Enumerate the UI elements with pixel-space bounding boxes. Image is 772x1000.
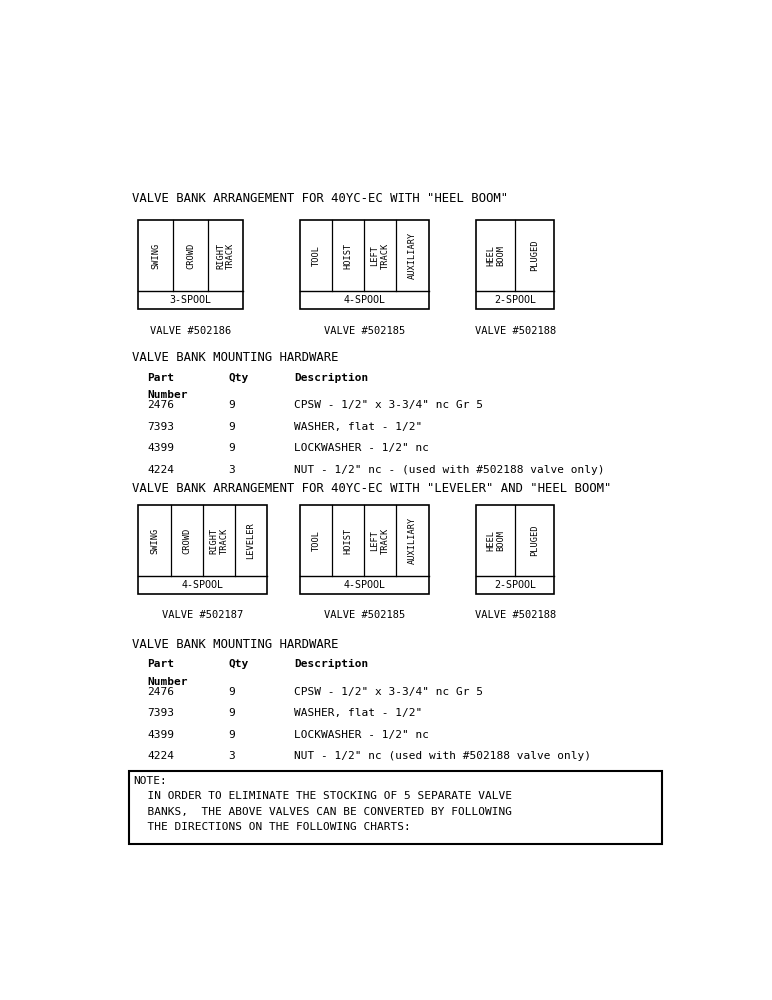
Text: Description: Description bbox=[294, 373, 368, 383]
Text: LOCKWASHER - 1/2" nc: LOCKWASHER - 1/2" nc bbox=[294, 443, 429, 453]
Text: IN ORDER TO ELIMINATE THE STOCKING OF 5 SEPARATE VALVE: IN ORDER TO ELIMINATE THE STOCKING OF 5 … bbox=[134, 791, 512, 801]
Text: THE DIRECTIONS ON THE FOLLOWING CHARTS:: THE DIRECTIONS ON THE FOLLOWING CHARTS: bbox=[134, 822, 411, 832]
Text: SWING: SWING bbox=[151, 242, 161, 269]
Text: TOOL: TOOL bbox=[311, 530, 320, 551]
Text: 9: 9 bbox=[229, 730, 235, 740]
Text: SWING: SWING bbox=[150, 527, 159, 554]
Text: TOOL: TOOL bbox=[311, 245, 320, 266]
Text: HEEL
BOOM: HEEL BOOM bbox=[486, 245, 506, 266]
Text: AUXILIARY: AUXILIARY bbox=[408, 232, 417, 279]
Text: BANKS,  THE ABOVE VALVES CAN BE CONVERTED BY FOLLOWING: BANKS, THE ABOVE VALVES CAN BE CONVERTED… bbox=[134, 807, 512, 817]
Text: VALVE BANK MOUNTING HARDWARE: VALVE BANK MOUNTING HARDWARE bbox=[133, 638, 339, 651]
Text: 4-SPOOL: 4-SPOOL bbox=[344, 580, 385, 590]
Bar bbox=[130, 771, 662, 844]
Text: AUXILIARY: AUXILIARY bbox=[408, 517, 417, 564]
Bar bbox=[476, 505, 554, 594]
Text: 2476: 2476 bbox=[147, 400, 174, 410]
Text: 3-SPOOL: 3-SPOOL bbox=[170, 295, 212, 305]
Text: Description: Description bbox=[294, 659, 368, 669]
Text: VALVE #502188: VALVE #502188 bbox=[475, 326, 556, 336]
Text: 9: 9 bbox=[229, 687, 235, 697]
Text: LEFT
TRACK: LEFT TRACK bbox=[371, 527, 390, 554]
Text: VALVE BANK MOUNTING HARDWARE: VALVE BANK MOUNTING HARDWARE bbox=[133, 351, 339, 364]
Text: CROWD: CROWD bbox=[186, 242, 195, 269]
Text: HEEL
BOOM: HEEL BOOM bbox=[486, 530, 506, 551]
Text: NUT - 1/2" nc - (used with #502188 valve only): NUT - 1/2" nc - (used with #502188 valve… bbox=[294, 465, 604, 475]
Bar bbox=[300, 220, 428, 309]
Text: NOTE:: NOTE: bbox=[134, 776, 168, 786]
Text: 7393: 7393 bbox=[147, 422, 174, 432]
Text: VALVE #502185: VALVE #502185 bbox=[323, 326, 405, 336]
Text: 4399: 4399 bbox=[147, 730, 174, 740]
Text: 4-SPOOL: 4-SPOOL bbox=[344, 295, 385, 305]
Text: 9: 9 bbox=[229, 400, 235, 410]
Text: CROWD: CROWD bbox=[182, 527, 191, 554]
Text: VALVE BANK ARRANGEMENT FOR 40YC-EC WITH "LEVELER" AND "HEEL BOOM": VALVE BANK ARRANGEMENT FOR 40YC-EC WITH … bbox=[133, 482, 611, 495]
Text: Part: Part bbox=[147, 659, 174, 669]
Text: 7393: 7393 bbox=[147, 708, 174, 718]
Text: NUT - 1/2" nc (used with #502188 valve only): NUT - 1/2" nc (used with #502188 valve o… bbox=[294, 751, 591, 761]
Text: Number: Number bbox=[147, 390, 188, 400]
Text: Qty: Qty bbox=[229, 373, 249, 383]
Text: WASHER, flat - 1/2": WASHER, flat - 1/2" bbox=[294, 708, 422, 718]
Bar bbox=[476, 220, 554, 309]
Text: 9: 9 bbox=[229, 708, 235, 718]
Text: HOIST: HOIST bbox=[344, 242, 353, 269]
Text: 9: 9 bbox=[229, 422, 235, 432]
Text: 2-SPOOL: 2-SPOOL bbox=[494, 295, 537, 305]
Text: VALVE #502188: VALVE #502188 bbox=[475, 610, 556, 620]
Bar bbox=[138, 220, 243, 309]
Text: PLUGED: PLUGED bbox=[530, 240, 540, 271]
Text: VALVE #502185: VALVE #502185 bbox=[323, 610, 405, 620]
Text: Qty: Qty bbox=[229, 659, 249, 669]
Bar bbox=[138, 505, 267, 594]
Text: 4399: 4399 bbox=[147, 443, 174, 453]
Text: HOIST: HOIST bbox=[344, 527, 353, 554]
Text: Number: Number bbox=[147, 677, 188, 687]
Text: WASHER, flat - 1/2": WASHER, flat - 1/2" bbox=[294, 422, 422, 432]
Text: LEFT
TRACK: LEFT TRACK bbox=[371, 242, 390, 269]
Text: LEVELER: LEVELER bbox=[246, 522, 256, 559]
Text: CPSW - 1/2" x 3-3/4" nc Gr 5: CPSW - 1/2" x 3-3/4" nc Gr 5 bbox=[294, 400, 483, 410]
Text: Part: Part bbox=[147, 373, 174, 383]
Text: RIGHT
TRACK: RIGHT TRACK bbox=[209, 527, 229, 554]
Text: VALVE BANK ARRANGEMENT FOR 40YC-EC WITH "HEEL BOOM": VALVE BANK ARRANGEMENT FOR 40YC-EC WITH … bbox=[133, 192, 509, 205]
Bar bbox=[300, 505, 428, 594]
Text: 2-SPOOL: 2-SPOOL bbox=[494, 580, 537, 590]
Text: VALVE #502187: VALVE #502187 bbox=[162, 610, 243, 620]
Text: 9: 9 bbox=[229, 443, 235, 453]
Text: 3: 3 bbox=[229, 751, 235, 761]
Text: VALVE #502186: VALVE #502186 bbox=[150, 326, 232, 336]
Text: 3: 3 bbox=[229, 465, 235, 475]
Text: RIGHT
TRACK: RIGHT TRACK bbox=[216, 242, 235, 269]
Text: 4224: 4224 bbox=[147, 465, 174, 475]
Text: 4224: 4224 bbox=[147, 751, 174, 761]
Text: 4-SPOOL: 4-SPOOL bbox=[181, 580, 224, 590]
Text: LOCKWASHER - 1/2" nc: LOCKWASHER - 1/2" nc bbox=[294, 730, 429, 740]
Text: 2476: 2476 bbox=[147, 687, 174, 697]
Text: PLUGED: PLUGED bbox=[530, 525, 540, 556]
Text: CPSW - 1/2" x 3-3/4" nc Gr 5: CPSW - 1/2" x 3-3/4" nc Gr 5 bbox=[294, 687, 483, 697]
